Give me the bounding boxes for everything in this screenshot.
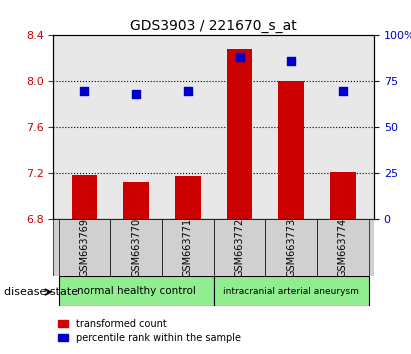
Text: GSM663771: GSM663771	[183, 218, 193, 278]
Bar	[214, 276, 369, 306]
Bar	[278, 81, 304, 219]
Point	[185, 88, 191, 93]
Point	[236, 55, 243, 60]
Text: disease state: disease state	[4, 287, 78, 297]
Text: GSM663769: GSM663769	[79, 218, 90, 277]
Point	[133, 91, 139, 97]
Bar	[59, 219, 110, 276]
Text: intracranial arterial aneurysm: intracranial arterial aneurysm	[223, 287, 359, 296]
Bar	[162, 219, 214, 276]
Bar	[110, 219, 162, 276]
Text: GSM663773: GSM663773	[286, 218, 296, 278]
Title: GDS3903 / 221670_s_at: GDS3903 / 221670_s_at	[130, 19, 297, 33]
Legend: transformed count, percentile rank within the sample: transformed count, percentile rank withi…	[58, 319, 241, 343]
Bar	[226, 49, 252, 219]
Text: GSM663770: GSM663770	[131, 218, 141, 278]
Bar	[317, 219, 369, 276]
Bar	[175, 176, 201, 219]
Text: GSM663772: GSM663772	[235, 218, 245, 278]
Point	[288, 58, 295, 64]
Bar	[214, 219, 266, 276]
Bar	[72, 175, 97, 219]
Bar	[266, 219, 317, 276]
Bar	[330, 172, 356, 219]
Bar	[59, 276, 214, 306]
Point	[81, 88, 88, 93]
Text: normal healthy control: normal healthy control	[77, 286, 196, 296]
Point	[340, 88, 346, 93]
Bar	[123, 182, 149, 219]
FancyBboxPatch shape	[53, 219, 374, 276]
Text: GSM663774: GSM663774	[338, 218, 348, 278]
